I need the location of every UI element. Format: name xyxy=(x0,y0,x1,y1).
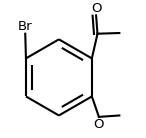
Text: O: O xyxy=(91,2,101,15)
Text: Br: Br xyxy=(18,20,33,33)
Text: O: O xyxy=(94,118,104,131)
